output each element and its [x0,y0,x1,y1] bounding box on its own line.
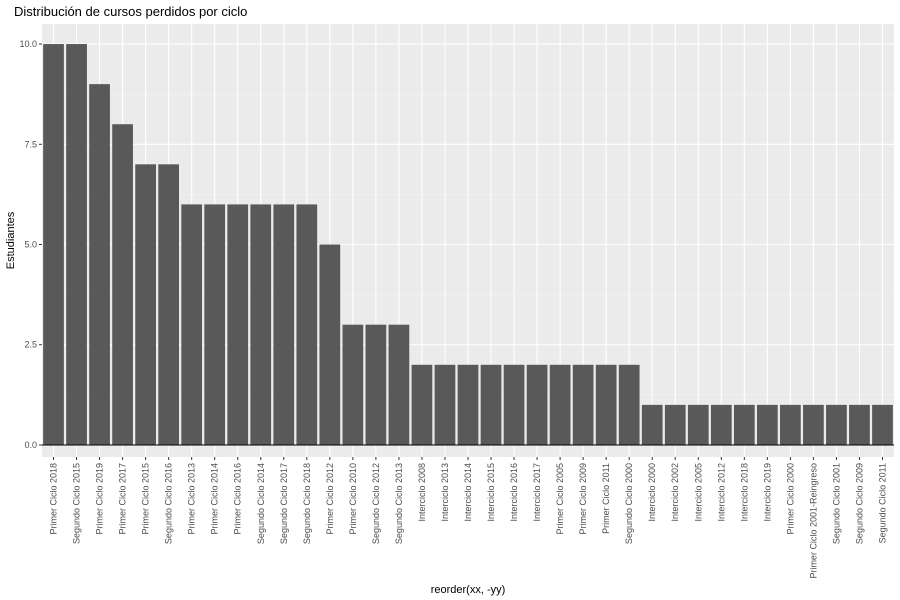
bar [503,364,525,445]
y-tick-label: 7.5 [24,139,37,149]
bar [204,204,226,445]
y-tick-label: 5.0 [24,240,37,250]
bar [849,404,870,445]
y-tick-label: 10.0 [19,39,37,49]
x-tick-label: Primer Ciclo 2015 [141,463,151,535]
x-tick-label: Segundo Ciclo 2017 [279,463,289,544]
bar [365,324,387,445]
bar [756,404,778,445]
bar [595,364,617,445]
bar [572,364,594,445]
x-axis-title: reorder(xx, -yy) [431,584,506,596]
x-tick-label: Primer Ciclo 2009 [578,463,588,535]
y-tick-label: 0.0 [24,440,37,450]
x-tick-label: Interciclo 2016 [509,463,519,522]
x-tick-label: Segundo Ciclo 2014 [256,463,266,544]
x-tick-label: Interciclo 2015 [486,463,496,522]
bar [135,164,156,445]
x-tick-label: Interciclo 2014 [463,463,473,522]
y-tick-label: 2.5 [24,340,37,350]
bar [158,164,180,445]
x-tick-label: Segundo Ciclo 2016 [164,463,174,544]
bar [526,364,548,445]
bar [687,404,709,445]
bar [342,324,364,445]
bar [296,204,318,445]
x-tick-label: Segundo Ciclo 2001 [831,463,841,544]
bar [618,364,640,445]
x-tick-label: Interciclo 2012 [716,463,726,522]
x-tick-label: Segundo Ciclo 2011 [877,463,887,543]
bar [549,364,571,445]
x-tick-label: Primer Ciclo 2016 [233,463,243,535]
bar [664,404,686,445]
x-tick-label: Interciclo 2017 [532,463,542,522]
x-tick-label: Primer Ciclo 2013 [187,463,197,535]
bar [457,364,479,445]
x-tick-label: Segundo Ciclo 2015 [72,463,82,544]
y-axis-title: Estudiantes [5,211,17,269]
x-tick-label: Interciclo 2005 [693,463,703,522]
x-axis: Primer Ciclo 2018 Segundo Ciclo 2015 Prime… [49,457,887,579]
x-tick-label: Interciclo 2000 [647,463,657,522]
x-tick-label: Primer Ciclo 2017 [118,463,128,535]
x-tick-label: Primer Ciclo 2010 [348,463,358,535]
bar [710,404,732,445]
x-tick-label: Primer Ciclo 2019 [95,463,105,535]
x-tick-label: Primer Ciclo 2011 [601,463,611,534]
x-tick-label: Interciclo 2019 [762,463,772,522]
bar [411,364,433,445]
bar [66,44,87,445]
x-tick-label: Primer Ciclo 2005 [555,463,565,535]
x-tick-label: Interciclo 2002 [670,463,680,522]
x-tick-label: Interciclo 2013 [440,463,450,522]
x-tick-label: Primer Ciclo 2014 [210,463,220,535]
bar [826,404,847,445]
x-tick-label: Segundo Ciclo 2013 [394,463,404,544]
bar [43,44,64,445]
x-tick-label: Segundo Ciclo 2012 [371,463,381,544]
bar [641,404,663,445]
bar [319,244,341,445]
x-tick-label: Primer Ciclo 2000 [785,463,795,535]
bar [250,204,272,445]
y-axis: 0.0 2.5 5.0 7.5 10.0 [19,39,42,450]
x-tick-label: Segundo Ciclo 2000 [624,463,634,544]
x-tick-label: Primer Ciclo 2001-Reingreso [808,463,818,579]
bar [181,204,203,445]
chart-title: Distribución de cursos perdidos por cicl… [14,4,248,19]
bar [803,404,824,445]
x-tick-label: Interciclo 2008 [417,463,427,522]
bar [388,324,410,445]
bar [89,84,110,445]
bar [480,364,502,445]
bars [43,44,893,445]
bar [780,404,801,445]
bar [434,364,456,445]
x-tick-label: Interciclo 2018 [739,463,749,522]
bar [872,404,893,445]
x-tick-label: Segundo Ciclo 2018 [302,463,312,544]
x-tick-label: Segundo Ciclo 2009 [854,463,864,544]
bar [112,124,133,445]
x-tick-label: Primer Ciclo 2012 [325,463,335,535]
bar [733,404,755,445]
bar [273,204,295,445]
x-tick-label: Primer Ciclo 2018 [49,463,59,535]
bar [227,204,249,445]
